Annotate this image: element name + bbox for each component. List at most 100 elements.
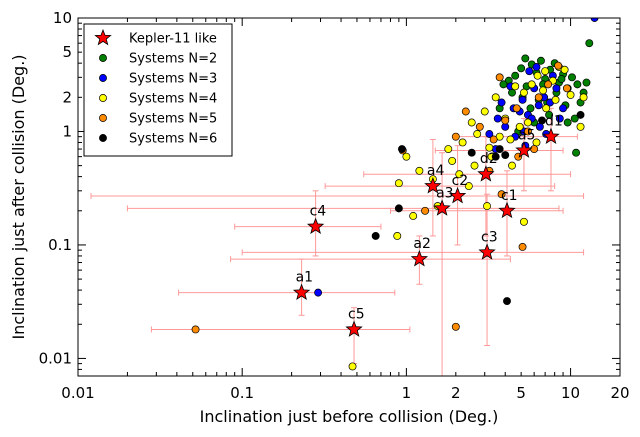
system-point	[526, 104, 535, 113]
system-point	[191, 325, 200, 334]
x-tick-label: 0.01	[61, 384, 94, 402]
legend-circle-marker	[99, 54, 107, 62]
kepler11-star	[542, 127, 560, 145]
system-point	[421, 206, 430, 215]
system-point	[534, 101, 543, 110]
system-point	[451, 322, 460, 331]
system-point	[499, 80, 508, 89]
system-point	[455, 170, 464, 179]
kepler11-label: c1	[501, 188, 518, 204]
system-point	[544, 80, 553, 89]
system-point	[541, 67, 550, 76]
legend-box	[83, 23, 233, 157]
system-point	[501, 151, 510, 159]
system-point	[568, 73, 576, 82]
kepler11-star	[433, 199, 451, 216]
system-point	[495, 145, 504, 154]
system-point	[371, 232, 380, 240]
x-tick-label: 0.1	[230, 384, 254, 402]
kepler11-star	[515, 141, 533, 158]
y-tick-label: 5	[62, 43, 72, 61]
kepler11-label: a3	[436, 185, 454, 201]
system-point	[470, 161, 479, 170]
system-point	[398, 145, 406, 154]
system-point	[579, 93, 588, 102]
system-point	[576, 122, 585, 131]
system-point	[525, 67, 534, 76]
legend-label: Systems N=6	[129, 132, 217, 147]
system-point	[314, 288, 323, 297]
legend-circle-marker	[99, 134, 107, 142]
system-point	[480, 107, 489, 116]
kepler11-star	[424, 176, 442, 194]
system-point	[348, 362, 357, 371]
system-point	[393, 232, 402, 240]
x-tick-label: 1	[402, 384, 412, 402]
system-point	[503, 297, 511, 306]
legend-circle-marker	[99, 114, 107, 122]
kepler11-star	[306, 217, 325, 235]
system-point	[491, 93, 500, 102]
system-point	[533, 71, 542, 80]
system-point	[534, 93, 543, 102]
x-tick-label: 20	[610, 384, 629, 402]
kepler11-star	[477, 165, 495, 182]
system-point	[515, 122, 524, 131]
system-point	[467, 148, 476, 157]
system-point	[512, 104, 521, 113]
system-point	[473, 130, 482, 138]
system-point	[394, 179, 403, 188]
system-point	[415, 166, 424, 175]
system-point	[555, 114, 564, 123]
kepler11-labels-layer: a1 c4 c5 a2 a3 a4 c2 d2 c3 c1 a5 d1	[296, 114, 563, 323]
kepler11-label: a1	[296, 270, 314, 286]
kepler11-star	[478, 243, 496, 260]
kepler11-label: a4	[427, 163, 445, 179]
axis-ticks	[77, 17, 620, 376]
kepler11-label: a5	[518, 127, 536, 143]
kepler11-star	[448, 186, 467, 204]
system-point	[570, 114, 579, 123]
system-point	[458, 138, 467, 147]
system-point	[485, 130, 494, 138]
system-point	[506, 135, 515, 144]
system-point	[554, 61, 563, 70]
system-point	[497, 190, 506, 199]
system-point	[523, 127, 532, 136]
system-point	[394, 204, 403, 213]
system-point	[559, 104, 568, 113]
legend-label: Kepler-11 like	[129, 32, 217, 47]
kepler11-star	[498, 201, 516, 219]
system-point	[551, 95, 560, 104]
system-point	[444, 145, 453, 154]
system-point	[464, 182, 473, 191]
kepler11-stars-layer	[292, 127, 560, 337]
system-point	[539, 86, 548, 95]
system-point	[517, 64, 526, 73]
kepler11-star	[345, 320, 363, 337]
y-tick-label: 1	[62, 122, 72, 140]
x-axis-label: Inclination just before collision (Deg.)	[200, 407, 499, 426]
system-point	[501, 116, 510, 125]
legend-label: Systems N=2	[129, 52, 217, 67]
system-point	[552, 84, 561, 93]
system-point	[582, 78, 591, 87]
kepler11-label: d1	[545, 114, 563, 130]
kepler11-label: c5	[348, 306, 365, 322]
legend-star-marker	[94, 28, 112, 46]
kepler11-label: c2	[452, 173, 469, 189]
system-point	[461, 107, 470, 116]
y-tick-label: 10	[53, 9, 72, 27]
kepler11-label: c3	[481, 229, 498, 245]
x-tick-label: 10	[561, 384, 580, 402]
legend-label: Systems N=3	[129, 72, 217, 87]
system-point	[493, 114, 502, 123]
system-point	[518, 95, 527, 104]
system-point	[527, 80, 536, 89]
system-point	[519, 88, 528, 97]
legend: Kepler-11 like Systems N=2 Systems N=3 Syst…	[83, 23, 233, 157]
system-point	[563, 118, 572, 127]
legend-circle-marker	[99, 94, 107, 102]
kepler11-label: a2	[413, 236, 431, 252]
system-point	[562, 84, 571, 93]
